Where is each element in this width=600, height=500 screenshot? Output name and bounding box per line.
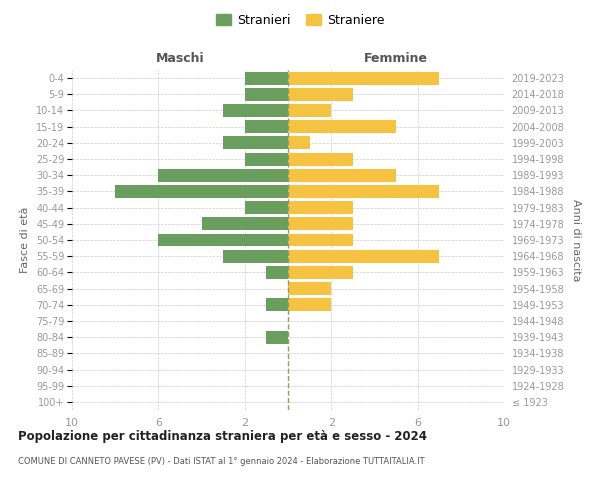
Bar (288, 250, 439, 262)
Bar (266, 266, 288, 279)
Bar (158, 169, 288, 181)
Text: Popolazione per cittadinanza straniera per età e sesso - 2024: Popolazione per cittadinanza straniera p… (18, 430, 427, 443)
Bar (288, 218, 353, 230)
Bar (115, 185, 288, 198)
Bar (245, 201, 288, 214)
Bar (288, 72, 439, 85)
Bar (288, 201, 353, 214)
Bar (223, 104, 288, 117)
Bar (288, 266, 353, 279)
Bar (288, 152, 353, 166)
Bar (288, 169, 396, 181)
Bar (288, 185, 439, 198)
Bar (288, 136, 310, 149)
Bar (288, 298, 331, 311)
Text: Maschi: Maschi (155, 52, 205, 65)
Bar (245, 88, 288, 101)
Y-axis label: Fasce di età: Fasce di età (20, 207, 31, 273)
Bar (245, 152, 288, 166)
Legend: Stranieri, Straniere: Stranieri, Straniere (211, 8, 389, 32)
Bar (245, 120, 288, 133)
Bar (223, 136, 288, 149)
Bar (288, 104, 331, 117)
Text: Femmine: Femmine (364, 52, 428, 65)
Bar (266, 298, 288, 311)
Bar (158, 234, 288, 246)
Bar (202, 218, 288, 230)
Y-axis label: Anni di nascita: Anni di nascita (571, 198, 581, 281)
Bar (245, 72, 288, 85)
Bar (288, 282, 331, 295)
Bar (266, 330, 288, 344)
Text: COMUNE DI CANNETO PAVESE (PV) - Dati ISTAT al 1° gennaio 2024 - Elaborazione TUT: COMUNE DI CANNETO PAVESE (PV) - Dati IST… (18, 458, 425, 466)
Bar (288, 234, 353, 246)
Bar (288, 88, 353, 101)
Bar (223, 250, 288, 262)
Bar (288, 120, 396, 133)
